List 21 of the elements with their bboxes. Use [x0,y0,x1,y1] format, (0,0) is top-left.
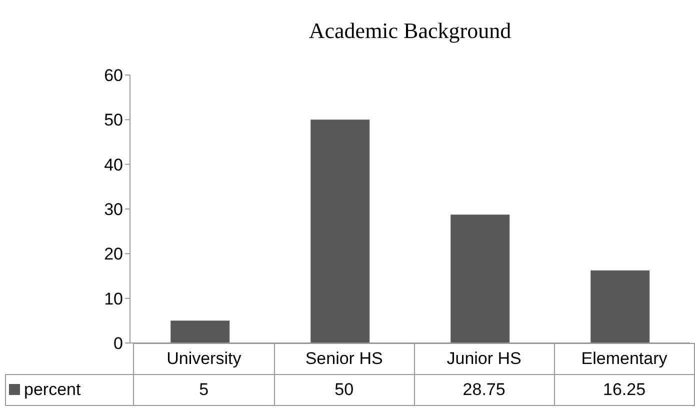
x-tick-label: Junior HS [414,344,554,374]
x-tick-label: Senior HS [274,344,414,374]
bar [590,270,650,343]
y-tick-label: 60 [104,66,123,86]
y-tick-label: 0 [114,334,123,354]
bar [310,120,370,343]
bar [450,214,510,343]
x-tick-label: Elementary [554,344,694,374]
y-tick-label: 50 [104,110,123,130]
chart-title: Academic Background [308,18,512,44]
y-tick-label: 30 [104,200,123,220]
legend-label: percent [6,374,134,406]
y-tick-label: 10 [104,289,123,308]
data-label: 28.75 [414,374,554,406]
x-tick-label: University [134,344,274,374]
y-tick-label: 20 [104,244,123,264]
data-label: 16.25 [554,374,694,406]
bar [170,320,230,343]
data-label: 5 [134,374,274,406]
data-label: 50 [274,374,414,406]
y-tick-label: 40 [104,155,123,174]
